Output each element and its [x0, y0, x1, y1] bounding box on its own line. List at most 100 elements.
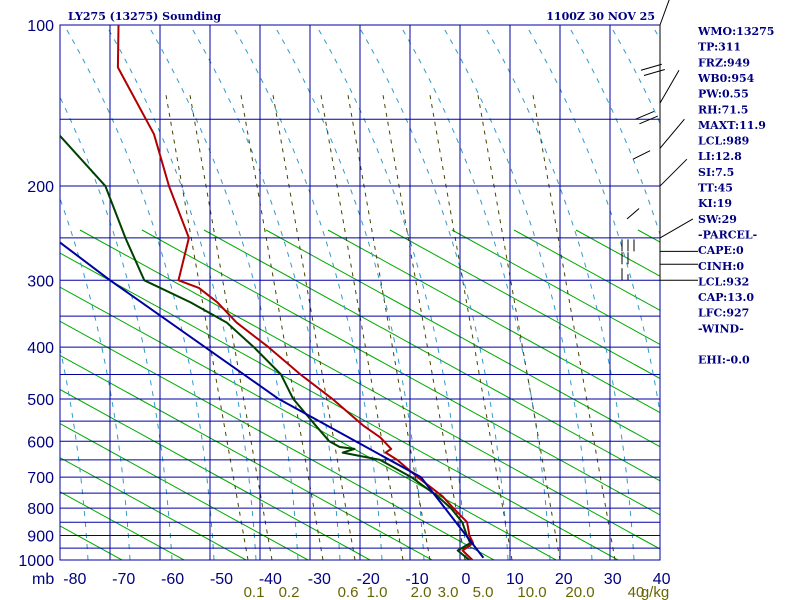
- dry-adiabat: [60, 388, 371, 560]
- dry-adiabat: [60, 525, 123, 560]
- wind-barb-flag: [626, 208, 640, 220]
- moist-adiabat: [441, 25, 593, 560]
- index-line: LI:12.8: [698, 150, 742, 163]
- mixing-ratio-label: 2.0: [411, 584, 432, 600]
- dry-adiabat: [203, 229, 660, 482]
- dewpoint-line: [60, 134, 472, 560]
- wind-barb-staff: [659, 158, 688, 187]
- mixing-ratio-label: 0.2: [279, 584, 300, 600]
- temp-tick-20: 20: [555, 571, 573, 588]
- pressure-tick-400: 400: [27, 340, 54, 357]
- dry-adiabat: [389, 229, 660, 380]
- moist-adiabat: [315, 25, 467, 560]
- temp-tick--70: -70: [112, 571, 135, 588]
- pressure-tick-1000: 1000: [18, 553, 54, 570]
- mixing-ratio-label: g/kg: [641, 584, 669, 600]
- moist-adiabat: [147, 25, 299, 560]
- index-line: CINH:0: [698, 260, 744, 273]
- profile-lines: [60, 25, 485, 560]
- moist-adiabat: [273, 25, 425, 560]
- wind-barb-staff: [659, 218, 694, 239]
- mixing-ratio-label: 0.1: [244, 584, 265, 600]
- temperature-tick-labels: -80 -70 -60 -50 -40 -30 -20 -10 0 10 20 30 40: [63, 571, 670, 588]
- temp-tick-30: 30: [604, 571, 622, 588]
- moist-adiabat: [60, 197, 131, 560]
- index-line: -PARCEL-: [698, 228, 757, 241]
- dry-adiabat: [60, 457, 247, 560]
- temp-tick--50: -50: [210, 571, 233, 588]
- pressure-tick-600: 600: [27, 434, 54, 451]
- dry-adiabat: [60, 423, 309, 560]
- temp-tick--40: -40: [259, 571, 282, 588]
- moist-adiabat: [525, 25, 660, 417]
- pressure-tick-100: 100: [27, 18, 54, 35]
- dry-adiabat: [79, 229, 660, 550]
- moist-adiabat: [189, 25, 341, 560]
- grid: [59, 24, 661, 561]
- index-line: MAXT:11.9: [698, 119, 766, 132]
- mixing-ratio-line: [165, 94, 249, 560]
- mixing-ratio-labels: 0.1 0.2 0.6 1.0 2.0 3.0 5.0 10.0 20.0 40g/kg: [244, 584, 670, 600]
- temp-tick-0: 0: [462, 571, 471, 588]
- moist-adiabat: [60, 96, 173, 560]
- indices-panel: WMO:13275 TP:311 FRZ:949 WB0:954 PW:0.55 RH:7…: [697, 25, 774, 367]
- index-line: RH:71.5: [698, 103, 748, 116]
- temperature-line: [116, 25, 475, 560]
- moist-adiabat: [483, 25, 635, 560]
- pressure-tick-labels: 100 200 300 400 500 600 700 800 900 1000: [18, 18, 54, 570]
- index-line: EHI:-0.0: [698, 354, 750, 367]
- chart-timestamp: 1100Z 30 NOV 25: [546, 10, 655, 23]
- pressure-tick-300: 300: [27, 273, 54, 290]
- wind-barb-flag: [632, 150, 651, 160]
- moist-adiabat: [567, 25, 660, 237]
- dry-adiabat: [60, 354, 433, 560]
- mixing-ratio-line: [240, 94, 324, 560]
- pressure-unit-label: mb: [32, 571, 54, 588]
- mixing-ratio-label: 20.0: [565, 584, 594, 600]
- pressure-tick-900: 900: [27, 529, 54, 546]
- mixing-ratio-label: 3.0: [438, 584, 459, 600]
- moist-adiabat: [231, 25, 383, 560]
- mixing-ratio-label: 10.0: [517, 584, 546, 600]
- temp-tick--80: -80: [63, 571, 86, 588]
- dry-adiabat: [451, 229, 660, 345]
- mixing-ratio-line: [347, 94, 431, 560]
- mixing-ratio-label: 5.0: [473, 584, 494, 600]
- temp-tick--60: -60: [161, 571, 184, 588]
- temp-tick--10: -10: [406, 571, 429, 588]
- dry-adiabat: [327, 229, 660, 414]
- moist-adiabat: [609, 25, 660, 125]
- pressure-tick-500: 500: [27, 392, 54, 409]
- wind-barb-flag: [643, 68, 665, 76]
- dry-adiabat: [762, 230, 800, 560]
- temp-tick--30: -30: [308, 571, 331, 588]
- mixing-ratio-line: [429, 94, 513, 560]
- wind-barb-staff: [659, 70, 680, 104]
- index-line: WB0:954: [697, 72, 755, 85]
- temp-tick-40: 40: [653, 571, 671, 588]
- dry-adiabat: [141, 229, 660, 516]
- wind-barbs: [621, 0, 698, 281]
- pressure-tick-200: 200: [27, 179, 54, 196]
- pressure-tick-800: 800: [27, 501, 54, 518]
- mixing-ratio-line: [477, 94, 561, 560]
- background-adiabats: [60, 25, 800, 560]
- mixing-ratio-label: 40: [628, 584, 645, 600]
- mixing-ratio-line: [532, 94, 616, 560]
- dry-adiabat: [60, 286, 557, 560]
- wind-barb-flag: [635, 111, 655, 120]
- index-line: CAP:13.0: [698, 291, 754, 304]
- index-line: WMO:13275: [697, 25, 774, 38]
- index-line: FRZ:949: [698, 56, 750, 69]
- index-line: CAPE:0: [698, 244, 744, 257]
- temp-tick-10: 10: [506, 571, 524, 588]
- mixing-ratio-label: 1.0: [367, 584, 388, 600]
- index-line: LCL:989: [698, 135, 749, 148]
- mixing-ratio-label: 0.6: [338, 584, 359, 600]
- mixing-ratio-line: [272, 94, 356, 560]
- parcel-line: [60, 241, 485, 559]
- wind-barb-flag: [640, 63, 662, 71]
- wind-barb-flag: [639, 115, 659, 125]
- mixing-ratio-line: [320, 94, 404, 560]
